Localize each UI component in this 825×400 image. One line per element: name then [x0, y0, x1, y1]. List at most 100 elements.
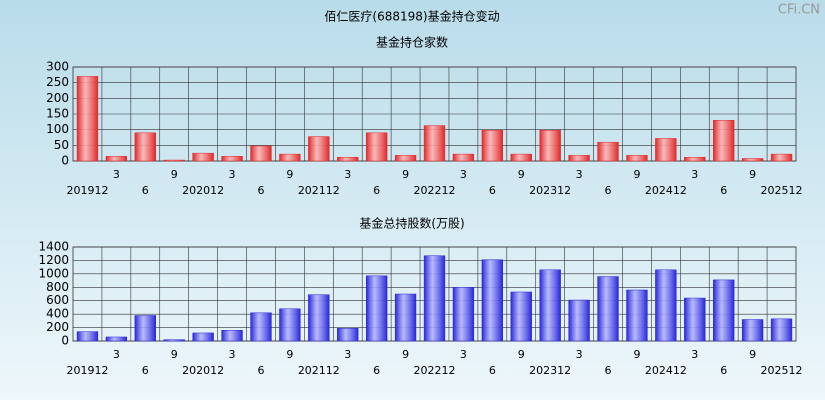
bar — [684, 297, 706, 342]
bar — [337, 156, 359, 162]
x-tick-label: 3 — [691, 348, 698, 361]
y-tick-label: 100 — [46, 122, 69, 136]
x-tick-label: 9 — [518, 348, 525, 361]
bar — [365, 132, 388, 162]
bar — [221, 330, 243, 342]
bar — [76, 76, 99, 162]
x-tick-label: 202012 — [182, 184, 224, 197]
bar — [684, 156, 706, 162]
bar — [250, 312, 272, 342]
y-tick-label: 150 — [46, 107, 69, 121]
bar — [741, 158, 764, 162]
x-tick-label: 6 — [373, 184, 380, 197]
chart-title: 基金持仓家数 — [376, 35, 448, 50]
x-tick-label: 202212 — [414, 364, 456, 377]
bar — [394, 155, 417, 162]
bar — [337, 327, 359, 342]
y-tick-label: 400 — [46, 307, 69, 321]
bar — [134, 132, 156, 162]
x-tick-label: 201912 — [66, 364, 108, 377]
x-tick-label: 202512 — [761, 184, 803, 197]
y-tick-label: 200 — [46, 320, 69, 334]
x-tick-label: 3 — [229, 348, 236, 361]
chart-title: 基金总持股数(万股) — [359, 216, 464, 231]
y-tick-label: 1400 — [38, 240, 69, 254]
bar — [105, 156, 128, 162]
bar — [192, 332, 214, 342]
bar — [279, 308, 301, 342]
bar — [452, 287, 475, 342]
bar — [539, 130, 561, 162]
bar — [770, 318, 793, 342]
x-tick-label: 6 — [720, 364, 727, 377]
x-tick-label: 6 — [489, 184, 496, 197]
y-tick-label: 250 — [46, 75, 69, 89]
x-tick-label: 202512 — [761, 364, 803, 377]
x-tick-label: 9 — [749, 168, 756, 181]
bar — [163, 339, 185, 342]
bar — [481, 259, 504, 342]
x-tick-label: 202312 — [529, 364, 571, 377]
bar — [134, 315, 156, 342]
x-tick-label: 3 — [229, 168, 236, 181]
bar — [279, 153, 301, 162]
x-tick-label: 9 — [749, 348, 756, 361]
x-tick-label: 201912 — [66, 184, 108, 197]
bar — [452, 153, 475, 162]
x-tick-label: 3 — [344, 348, 351, 361]
x-tick-label: 9 — [633, 348, 640, 361]
x-tick-label: 6 — [720, 184, 727, 197]
x-tick-label: 3 — [344, 168, 351, 181]
x-tick-label: 9 — [518, 168, 525, 181]
bar — [365, 275, 388, 342]
y-tick-label: 800 — [46, 280, 69, 294]
bar — [250, 145, 272, 162]
bar — [655, 269, 677, 342]
x-tick-label: 3 — [576, 168, 583, 181]
bar — [163, 159, 185, 162]
x-tick-label: 202412 — [645, 184, 687, 197]
y-tick-label: 300 — [46, 60, 69, 74]
bar — [597, 276, 619, 342]
x-tick-label: 6 — [257, 184, 264, 197]
bar — [105, 336, 128, 342]
x-tick-label: 3 — [576, 348, 583, 361]
x-tick-label: 9 — [633, 168, 640, 181]
bar — [423, 255, 446, 342]
bar — [481, 130, 504, 162]
x-tick-label: 6 — [605, 364, 612, 377]
x-tick-label: 6 — [605, 184, 612, 197]
x-tick-label: 6 — [257, 364, 264, 377]
x-tick-label: 6 — [142, 184, 149, 197]
bar — [394, 293, 417, 342]
bar — [221, 156, 243, 162]
y-tick-label: 1200 — [38, 253, 69, 267]
bar — [713, 120, 735, 162]
bar — [568, 155, 590, 162]
y-tick-label: 0 — [61, 334, 69, 348]
x-tick-label: 9 — [286, 348, 293, 361]
bar — [308, 294, 330, 342]
x-tick-label: 9 — [402, 168, 409, 181]
x-tick-label: 9 — [171, 168, 178, 181]
bar — [539, 269, 561, 342]
y-tick-label: 600 — [46, 293, 69, 307]
x-tick-label: 202112 — [298, 364, 340, 377]
x-tick-label: 3 — [460, 348, 467, 361]
page-title: 佰仁医疗(688198)基金持仓变动 — [324, 9, 499, 24]
bar — [713, 279, 735, 342]
x-tick-label: 9 — [171, 348, 178, 361]
bar — [192, 152, 214, 162]
bar — [510, 153, 532, 162]
x-tick-label: 202012 — [182, 364, 224, 377]
bar — [568, 299, 590, 342]
x-tick-label: 202412 — [645, 364, 687, 377]
x-tick-label: 202312 — [529, 184, 571, 197]
x-tick-label: 3 — [113, 168, 120, 181]
bar — [741, 319, 764, 342]
y-tick-label: 200 — [46, 91, 69, 105]
bar — [597, 141, 619, 162]
bar — [626, 155, 648, 162]
bar — [423, 125, 446, 162]
bar — [76, 331, 99, 342]
